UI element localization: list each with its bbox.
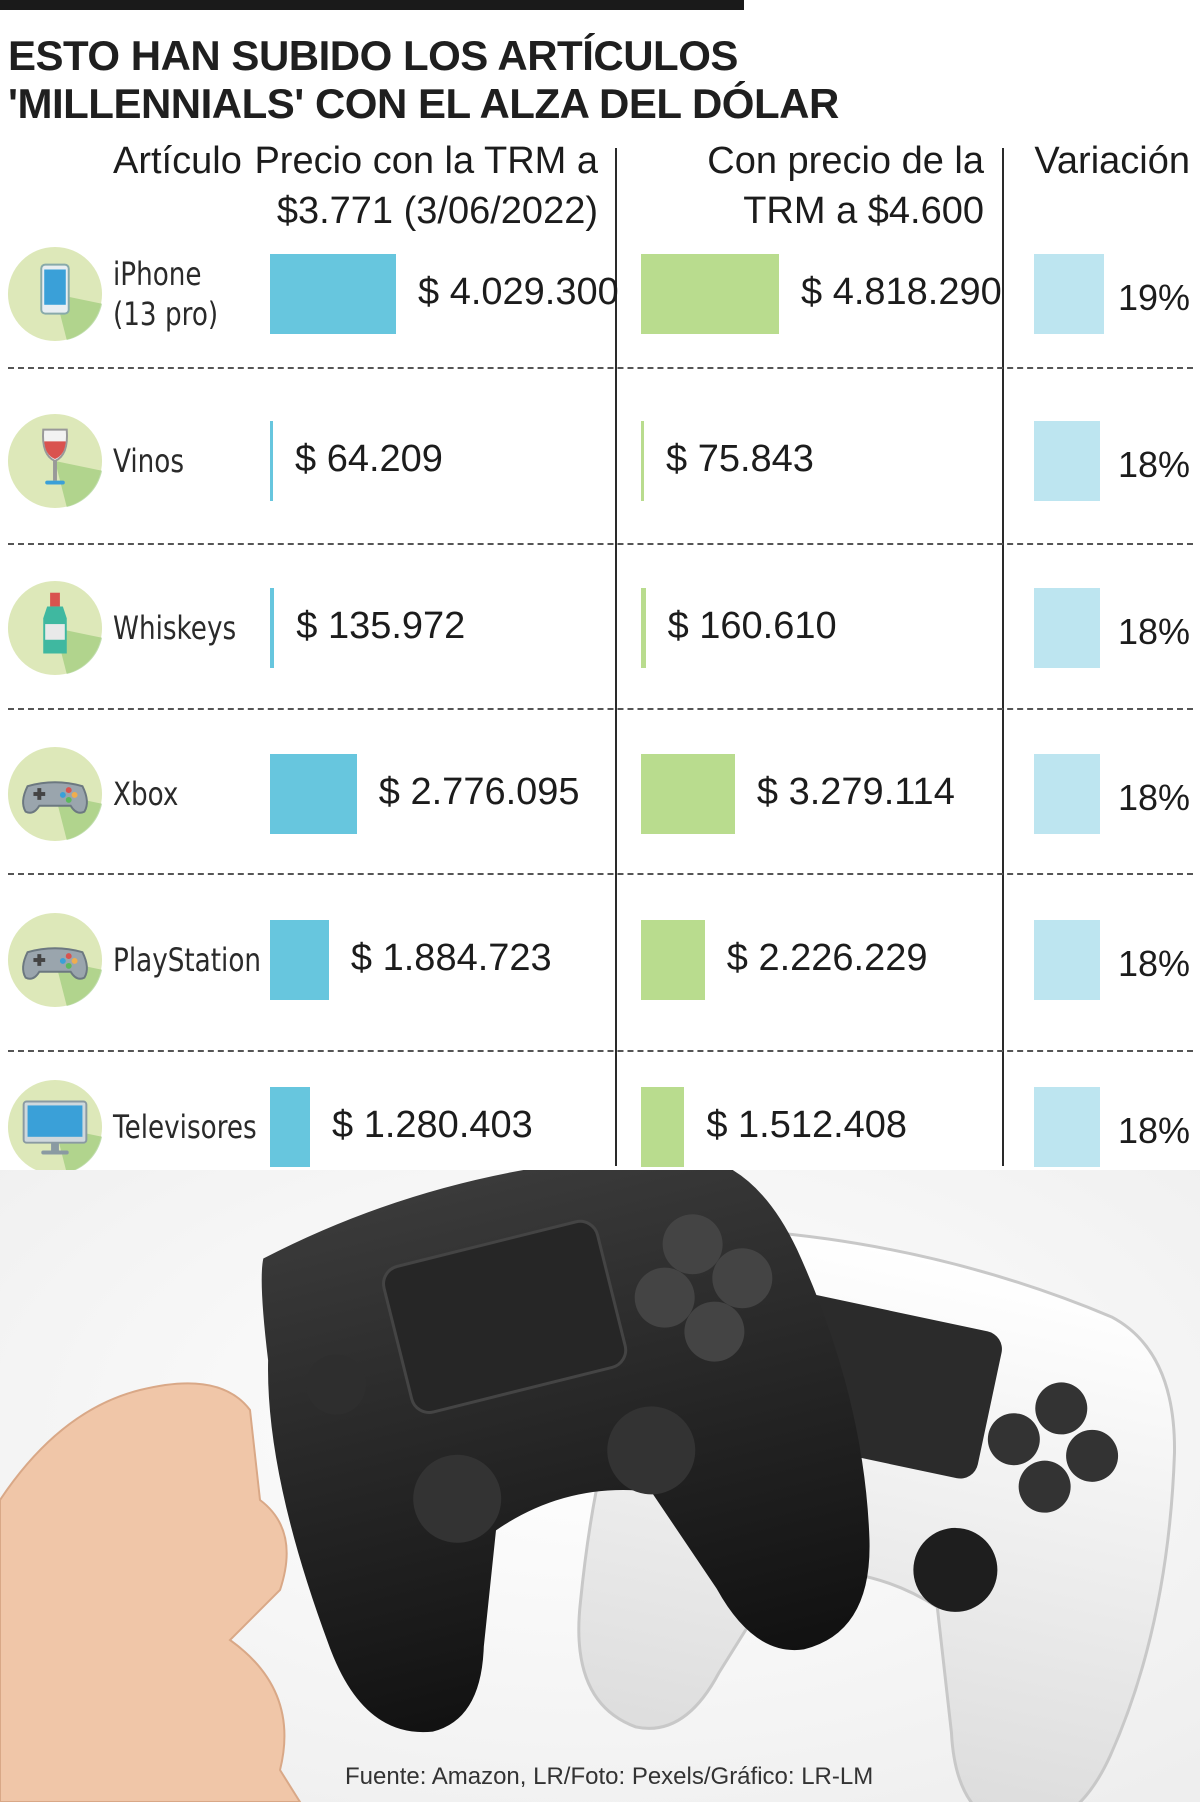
bar-price2 (641, 920, 705, 1000)
source-note: Fuente: Amazon, LR/Foto: Pexels/Gráfico:… (345, 1763, 874, 1790)
header-price2-line-1: Con precio de la (707, 140, 984, 182)
item-label: iPhone (13 pro) (113, 255, 219, 333)
bar-price2 (641, 421, 644, 501)
item-label: Xbox (113, 775, 179, 813)
header-variation: Variación (1034, 140, 1190, 182)
bar-price2 (641, 1087, 685, 1167)
bar-price1 (270, 254, 396, 334)
chart-title-line-2: 'MILLENNIALS' CON EL ALZA DEL DÓLAR (8, 80, 839, 127)
column-divider-1 (615, 148, 617, 1166)
column-divider-2 (1002, 148, 1004, 1166)
value-label-price1: $ 135.972 (296, 605, 466, 647)
value-label-price1: $ 1.280.403 (332, 1104, 533, 1146)
row-separator (8, 873, 1193, 875)
value-label-variation: 18% (1117, 1110, 1190, 1151)
value-label-price2: $ 1.512.408 (706, 1104, 908, 1146)
value-label-price2: $ 3.279.114 (756, 771, 955, 813)
bar-price2 (641, 588, 646, 668)
wine-glass-icon (6, 412, 104, 510)
bar-variation (1034, 421, 1101, 501)
row-separator (8, 708, 1193, 710)
top-rule (0, 0, 744, 10)
bar-price2 (641, 254, 779, 334)
value-label-price2: $ 160.610 (667, 605, 837, 647)
bar-variation (1034, 920, 1101, 1000)
value-label-price1: $ 64.209 (295, 438, 443, 480)
item-label: PlayStation (113, 941, 262, 979)
value-label-price1: $ 4.029.300 (418, 271, 619, 313)
hand (0, 1382, 302, 1802)
row-separator (8, 543, 1193, 545)
smartphone-icon (6, 245, 104, 343)
value-label-variation: 19% (1117, 277, 1190, 318)
item-label: Vinos (113, 442, 185, 480)
bar-price1 (270, 754, 357, 834)
value-label-variation: 18% (1117, 777, 1190, 818)
value-label-price1: $ 1.884.723 (350, 937, 552, 979)
header-price1-line-1: Precio con la TRM a (254, 140, 598, 182)
header-price1: Precio con la TRM a $3.771 (3/06/2022) (250, 136, 598, 236)
bar-variation (1034, 254, 1104, 334)
gamepad-icon (6, 745, 104, 843)
header-price2: Con precio de la TRM a $4.600 (620, 136, 984, 236)
value-label-price1: $ 2.776.095 (378, 771, 580, 813)
chart-title: ESTO HAN SUBIDO LOS ARTÍCULOS 'MILLENNIA… (8, 32, 1008, 128)
row-separator (8, 1050, 1193, 1052)
black-controller (261, 1170, 870, 1733)
chart-title-line-1: ESTO HAN SUBIDO LOS ARTÍCULOS (8, 32, 738, 79)
value-label-price2: $ 2.226.229 (726, 937, 928, 979)
bar-price1 (270, 588, 275, 668)
header-item: Artículo (113, 140, 242, 182)
header-price2-line-2: TRM a $4.600 (743, 190, 984, 232)
bar-price1 (270, 421, 273, 501)
bar-price1 (270, 920, 329, 1000)
item-label: Whiskeys (113, 609, 237, 647)
whiskey-bottle-icon (6, 579, 104, 677)
bar-variation (1034, 588, 1101, 668)
item-label: Televisores (113, 1108, 257, 1146)
gamepad-icon (6, 911, 104, 1009)
value-label-price2: $ 75.843 (666, 438, 814, 480)
row-separator (8, 367, 1193, 369)
bar-variation (1034, 1087, 1101, 1167)
bar-price1 (270, 1087, 311, 1167)
value-label-price2: $ 4.818.290 (801, 271, 1002, 313)
monitor-icon (6, 1078, 104, 1176)
bar-variation (1034, 754, 1101, 834)
bar-price2 (641, 754, 735, 834)
game-controllers-photo (0, 1170, 1200, 1802)
header-price1-line-2: $3.771 (3/06/2022) (276, 190, 598, 232)
value-label-variation: 18% (1117, 943, 1190, 984)
value-label-variation: 18% (1117, 611, 1190, 652)
value-label-variation: 18% (1117, 444, 1190, 485)
